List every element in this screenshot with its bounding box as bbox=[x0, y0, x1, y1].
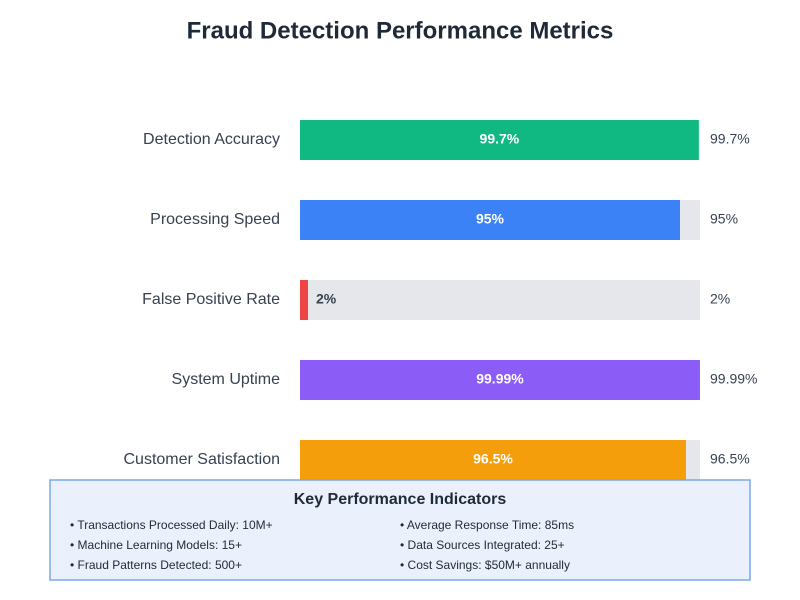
kpi-item: • Average Response Time: 85ms bbox=[400, 518, 574, 532]
kpi-item: • Cost Savings: $50M+ annually bbox=[400, 558, 570, 572]
value-label: 95% bbox=[710, 211, 738, 227]
bar-inner-label: 99.99% bbox=[476, 371, 524, 387]
kpi-item: • Transactions Processed Daily: 10M+ bbox=[70, 518, 273, 532]
kpi-item: • Machine Learning Models: 15+ bbox=[70, 538, 242, 552]
kpi-item: • Data Sources Integrated: 25+ bbox=[400, 538, 565, 552]
kpi-panel bbox=[49, 479, 751, 581]
kpi-item: • Fraud Patterns Detected: 500+ bbox=[70, 558, 242, 572]
value-label: 99.99% bbox=[710, 371, 757, 387]
bar bbox=[300, 200, 680, 240]
bar-inner-label: 95% bbox=[476, 211, 505, 227]
category-label: Customer Satisfaction bbox=[123, 451, 280, 468]
bar-track bbox=[300, 280, 700, 320]
bar-inner-label: 2% bbox=[316, 291, 337, 307]
bar bbox=[300, 120, 699, 160]
bar-inner-label: 96.5% bbox=[473, 451, 513, 467]
value-label: 99.7% bbox=[710, 131, 750, 147]
bar bbox=[300, 360, 700, 400]
kpi-title: Key Performance Indicators bbox=[294, 491, 507, 508]
value-label: 2% bbox=[710, 291, 730, 307]
category-label: Detection Accuracy bbox=[143, 131, 280, 148]
value-label: 96.5% bbox=[710, 451, 750, 467]
bar-inner-label: 99.7% bbox=[480, 131, 520, 147]
category-label: False Positive Rate bbox=[142, 291, 280, 308]
bar bbox=[300, 440, 686, 480]
category-label: Processing Speed bbox=[150, 211, 280, 228]
category-label: System Uptime bbox=[172, 371, 281, 388]
bar bbox=[300, 280, 308, 320]
chart-title: Fraud Detection Performance Metrics bbox=[187, 17, 614, 44]
